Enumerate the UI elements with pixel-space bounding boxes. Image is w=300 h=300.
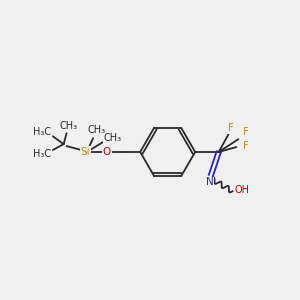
Text: F: F: [228, 123, 233, 134]
Text: CH₃: CH₃: [103, 133, 122, 143]
Text: H₃C: H₃C: [33, 127, 51, 137]
Text: F: F: [243, 141, 249, 151]
Text: O: O: [103, 147, 111, 157]
Text: H₃C: H₃C: [33, 149, 51, 159]
Text: Si: Si: [80, 147, 90, 157]
Text: CH₃: CH₃: [59, 122, 78, 131]
Text: N: N: [206, 177, 214, 188]
Text: CH₃: CH₃: [88, 125, 106, 135]
Text: F: F: [243, 127, 249, 137]
Text: OH: OH: [235, 185, 250, 195]
